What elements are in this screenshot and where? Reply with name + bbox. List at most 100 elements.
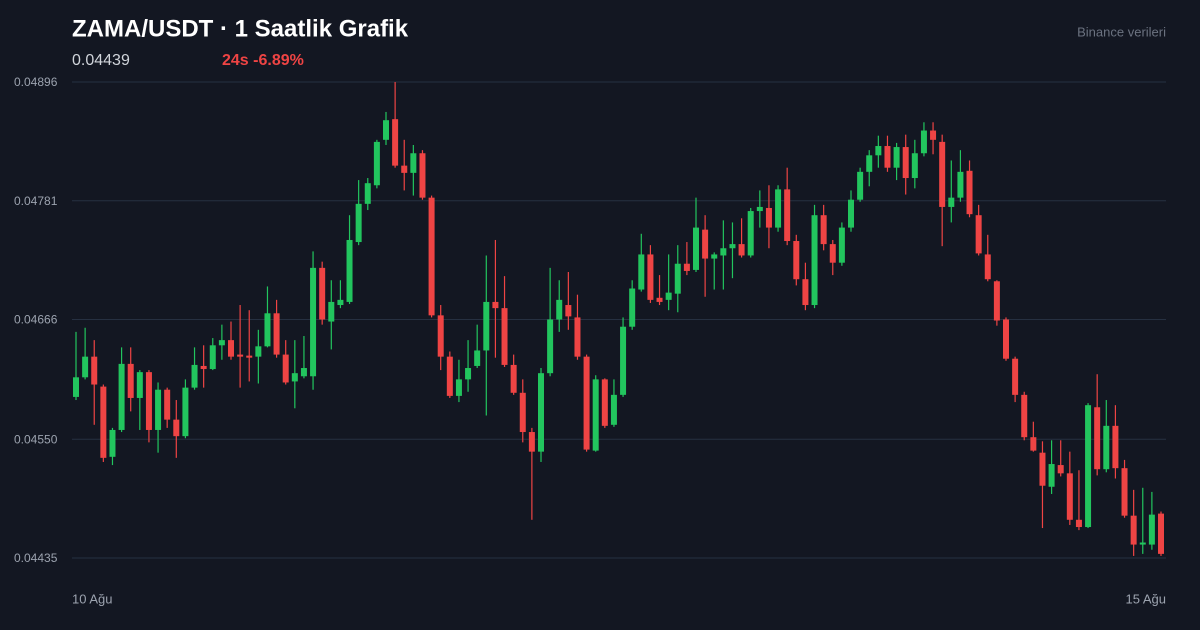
candle-body	[501, 308, 508, 365]
candle-body	[574, 317, 581, 357]
candle-body	[638, 254, 645, 290]
candle-body	[1121, 468, 1128, 516]
candle-body	[592, 379, 599, 451]
y-tick-label: 0.04896	[14, 75, 58, 89]
candle-body	[446, 356, 453, 396]
candle-body	[173, 419, 180, 437]
candle-body	[455, 379, 462, 396]
candle-body	[437, 315, 444, 357]
candle-body	[100, 386, 107, 458]
candle-body	[373, 141, 380, 186]
y-tick-label: 0.04550	[14, 432, 58, 446]
candle-body	[237, 354, 244, 357]
candle-body	[583, 356, 590, 450]
candle-body	[920, 130, 927, 154]
data-source: Binance verileri	[1077, 24, 1166, 39]
candle-body	[474, 350, 481, 366]
candle-body	[975, 215, 982, 254]
candle-body	[246, 355, 253, 358]
candle-body	[428, 197, 435, 316]
candle-body	[1066, 473, 1073, 520]
current-price: 0.04439	[72, 52, 130, 69]
candle-body	[392, 119, 399, 166]
candle-body	[419, 153, 426, 198]
candle-body	[838, 227, 845, 263]
candle-body	[647, 254, 654, 300]
candle-body	[519, 392, 526, 433]
candle-body	[811, 215, 818, 306]
candle-body	[127, 363, 134, 398]
candle-body	[802, 279, 809, 306]
candle-body	[1130, 515, 1137, 545]
candle-body	[355, 203, 362, 243]
x-tick-label: 15 Ağu	[1126, 591, 1167, 606]
candle-body	[401, 165, 408, 173]
candle-body	[820, 215, 827, 245]
candle-body	[510, 364, 517, 393]
candle-body	[884, 146, 891, 168]
candle-body	[610, 394, 617, 425]
candle-body	[538, 373, 544, 452]
candle-body	[948, 197, 955, 207]
candle-body	[957, 171, 964, 198]
candle-body	[118, 363, 125, 430]
candle-body	[866, 155, 873, 172]
candle-body	[848, 199, 854, 228]
candle-body	[364, 183, 371, 204]
candle-body	[310, 267, 317, 377]
candle-body	[492, 301, 499, 309]
candle-body	[300, 368, 307, 377]
candle-body	[145, 372, 152, 430]
candle-body	[291, 373, 298, 382]
candle-body	[228, 340, 234, 357]
candle-body	[711, 254, 718, 259]
candle-body	[319, 267, 326, 320]
candle-body	[665, 292, 672, 300]
candle-body	[656, 297, 663, 302]
candle-body	[702, 229, 709, 259]
candle-body	[182, 387, 189, 437]
y-tick-label: 0.04666	[14, 313, 58, 327]
candle-body	[136, 372, 143, 398]
y-tick-label: 0.04781	[14, 194, 58, 208]
candle-body	[346, 239, 353, 302]
candle-body	[601, 379, 608, 426]
candle-body	[264, 313, 271, 347]
candle-body	[1075, 519, 1082, 528]
candle-body	[255, 346, 262, 357]
candle-body	[911, 153, 918, 179]
candle-body	[218, 340, 225, 346]
candle-body	[337, 299, 344, 306]
candle-body	[1057, 465, 1064, 474]
candle-body	[164, 389, 171, 420]
candle-body	[282, 354, 289, 383]
candle-body	[565, 305, 572, 317]
candle-body	[738, 244, 745, 256]
candle-body	[939, 141, 946, 207]
candle-body	[528, 432, 535, 452]
candle-body	[73, 377, 79, 397]
candle-body	[993, 281, 1000, 321]
candle-body	[328, 301, 335, 322]
candle-body	[1094, 407, 1101, 470]
candle-body	[756, 206, 763, 212]
candle-body	[720, 248, 727, 256]
candle-body	[765, 207, 772, 228]
candle-body	[155, 389, 162, 430]
chart-title: ZAMA/USDT · 1 Saatlik Grafik	[72, 15, 409, 42]
candle-body	[556, 299, 563, 320]
candle-body	[984, 254, 991, 280]
candle-body	[91, 356, 98, 385]
candle-body	[966, 170, 973, 215]
candle-body	[893, 147, 900, 168]
candle-body	[1003, 319, 1009, 359]
candle-body	[1103, 425, 1110, 470]
candle-body	[1148, 514, 1155, 545]
candle-body	[1085, 405, 1092, 528]
candle-body	[109, 429, 116, 457]
candle-body	[383, 120, 389, 140]
candle-body	[1139, 542, 1146, 545]
candle-body	[410, 153, 417, 173]
candle-body	[674, 263, 681, 294]
